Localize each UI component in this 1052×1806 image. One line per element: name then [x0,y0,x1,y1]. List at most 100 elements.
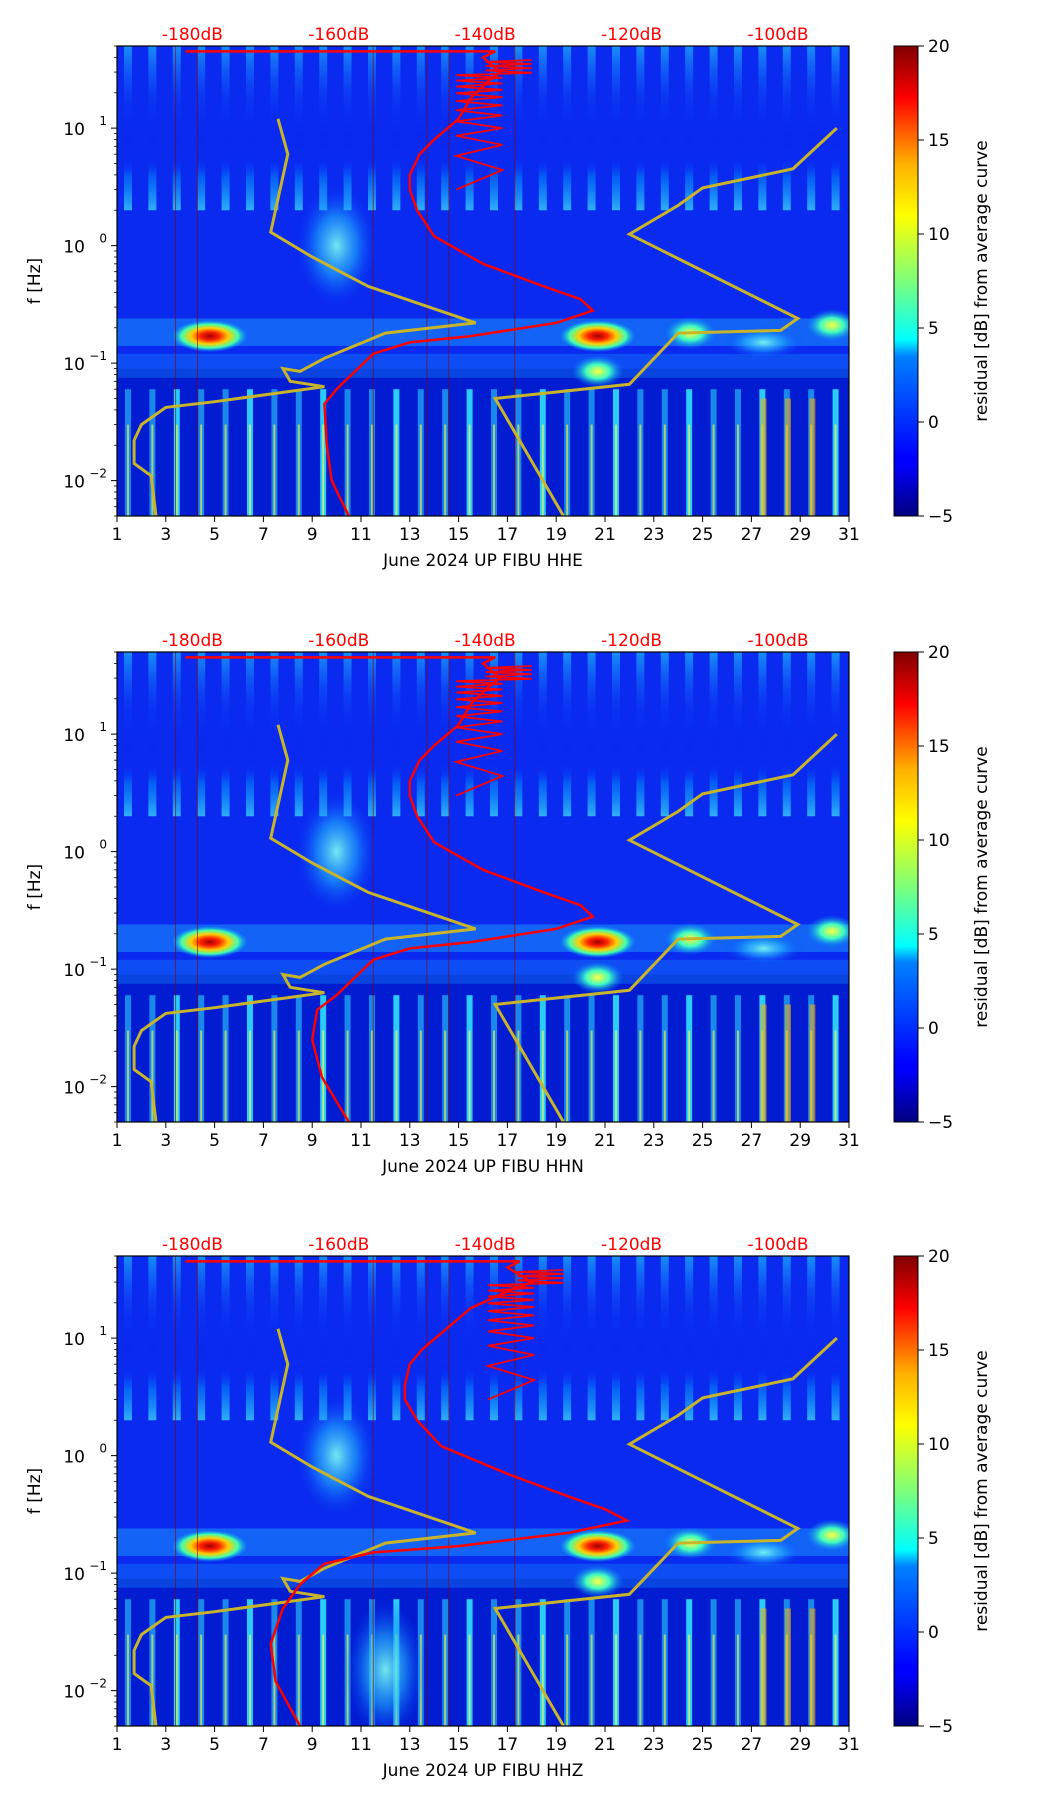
lf-stripe-core [346,1030,349,1122]
lf-stripe-core [492,424,495,516]
heatmap-low-band [117,974,849,1122]
hf-stripe [563,1256,572,1421]
lf-stripe-core [200,1634,203,1726]
x-tick-label: 17 [497,1131,519,1151]
lf-stripe-core [566,424,569,516]
y-tick-label: 10 [63,1448,85,1468]
hf-stripe [758,652,767,817]
x-tick-label: 9 [307,525,318,545]
lf-stripe-core [590,1030,593,1122]
lf-stripe-core [322,424,325,516]
lf-stripe-core [175,1030,178,1122]
hf-stripe [709,652,718,817]
hf-stripe [392,652,401,817]
lf-stripe-core [834,424,837,516]
colorbar-tick-label: 10 [928,1435,950,1455]
hf-stripe [758,1256,767,1421]
y-tick-label: 10 [63,1330,85,1350]
y-tick-exponent: 1 [99,1324,107,1338]
noise-model-curve-high [492,127,838,516]
lf-stripe-core [346,424,349,516]
hf-stripe [221,652,230,817]
hf-stripe [514,46,523,211]
colorbar-tick-label: 20 [928,643,950,663]
hf-stripe [172,652,181,817]
x-tick-label: 5 [209,1131,220,1151]
x-tick-label: 31 [838,1735,860,1755]
y-tick-exponent: −1 [89,349,107,363]
hf-stripe [660,1256,669,1421]
hotspot [723,1536,804,1569]
colorbar-frame [893,1255,919,1727]
hf-stripe [465,1256,474,1421]
warm-stripe [760,1004,767,1122]
lf-stripe-core [736,1634,739,1726]
hf-stripe [538,46,547,211]
hf-stripe [636,1256,645,1421]
hf-stripe [172,1256,181,1421]
colorbar-tick-label: −5 [928,507,953,527]
heatmap-low-band [117,368,849,516]
hf-stripe [343,652,352,817]
hf-stripe [465,652,474,817]
lf-stripe-core [517,1634,520,1726]
y-tick-label: 10 [63,238,85,258]
lf-stripe-core [444,1634,447,1726]
x-tick-label: 27 [741,525,763,545]
hf-stripe [489,652,498,817]
x-tick-label: 11 [350,1131,372,1151]
hf-stripe [343,46,352,211]
x-tick-label: 3 [160,1131,171,1151]
hf-stripe [660,652,669,817]
lf-stripe-core [322,1030,325,1122]
x-tick-label: 9 [307,1131,318,1151]
hf-stripe [807,46,816,211]
colorbar-tick-label: 20 [928,37,950,57]
db-scale-label: -100dB [747,631,808,651]
x-tick-label: 1 [112,1735,123,1755]
y-tick-label: 10 [63,844,85,864]
hotspot [171,1530,248,1563]
x-tick-label: 29 [789,1735,811,1755]
noise-model-curve-low [132,118,477,516]
lf-stripe-core [224,1634,227,1726]
x-tick-label: 29 [789,525,811,545]
lf-stripe-core [688,1634,691,1726]
y-tick-label: 10 [63,1565,85,1585]
plot-area [117,652,849,1122]
hf-stripe [392,1256,401,1421]
lf-stripe-core [468,1030,471,1122]
hf-stripe [367,1256,376,1421]
hotspot [571,355,624,388]
hotspot [571,1565,624,1598]
warm-stripe [809,1608,816,1726]
hotspot [805,915,849,948]
db-scale-label: -180dB [162,631,223,651]
lf-stripe-core [712,1030,715,1122]
colorbar-tick-label: 5 [928,1529,939,1549]
lf-stripe-core [614,1030,617,1122]
warm-stripe [809,1004,816,1122]
x-tick-label: 7 [258,1131,269,1151]
hf-stripe [416,652,425,817]
hf-stripe [392,46,401,211]
hf-stripe [416,46,425,211]
hotspot [723,326,804,359]
colorbar-label: residual [dB] from average curve [972,746,992,1027]
lf-stripe-core [736,1030,739,1122]
x-tick-label: 13 [399,525,421,545]
x-tick-label: 15 [448,1735,470,1755]
hf-stripe [636,46,645,211]
lf-stripe-core [151,424,154,516]
x-tick-label: 7 [258,525,269,545]
hf-stripe [611,46,620,211]
x-tick-label: 15 [448,1131,470,1151]
hf-stripe [197,652,206,817]
hf-stripe [343,1256,352,1421]
lf-stripe-core [566,1030,569,1122]
hf-stripe [148,46,157,211]
hf-stripe [611,652,620,817]
hf-stripe [245,652,254,817]
